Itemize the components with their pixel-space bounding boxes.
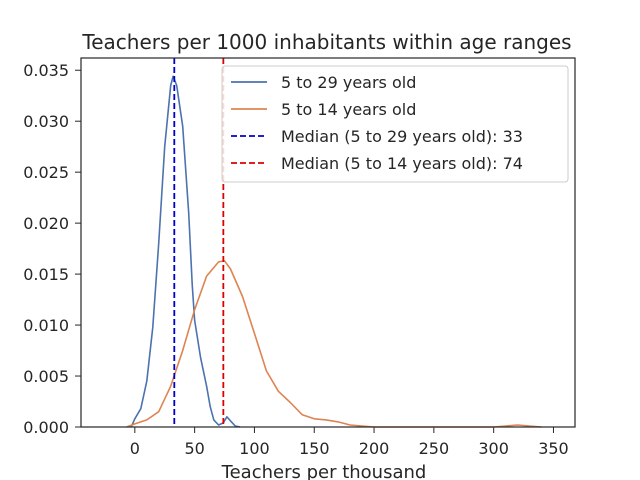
- x-tick-label: 50: [184, 439, 204, 458]
- y-tick-label: 0.010: [23, 316, 69, 335]
- x-tick-label: 200: [359, 439, 390, 458]
- y-tick-label: 0.005: [23, 367, 69, 386]
- legend-box: [221, 65, 569, 183]
- legend-label: Median (5 to 14 years old): 74: [281, 154, 523, 173]
- x-tick-label: 0: [130, 439, 140, 458]
- x-tick-label: 250: [419, 439, 450, 458]
- x-tick-label: 350: [538, 439, 569, 458]
- legend-label: 5 to 29 years old: [281, 73, 416, 92]
- series-line-1: [126, 260, 542, 428]
- x-tick-label: 100: [239, 439, 270, 458]
- y-tick-label: 0.035: [23, 61, 69, 80]
- x-axis-label: Teachers per thousand: [221, 462, 427, 480]
- y-tick-label: 0.015: [23, 265, 69, 284]
- y-axis: 0.000 0.005 0.010 0.015 0.020 0.025 0.030 0.035: [23, 61, 81, 437]
- x-axis: 0 50 100 150 200 250 300 350: [130, 427, 569, 458]
- y-tick-label: 0.020: [23, 214, 69, 233]
- y-tick-label: 0.030: [23, 112, 69, 131]
- x-tick-label: 300: [478, 439, 509, 458]
- legend: 5 to 29 years old 5 to 14 years old Median…: [221, 65, 569, 183]
- x-tick-label: 150: [299, 439, 330, 458]
- legend-label: 5 to 14 years old: [281, 100, 416, 119]
- y-tick-label: 0.025: [23, 163, 69, 182]
- plot-frame: [80, 57, 576, 428]
- legend-label: Median (5 to 29 years old): 33: [281, 127, 523, 146]
- chart-title: Teachers per 1000 inhabitants within age…: [81, 30, 571, 54]
- y-tick-label: 0.000: [23, 418, 69, 437]
